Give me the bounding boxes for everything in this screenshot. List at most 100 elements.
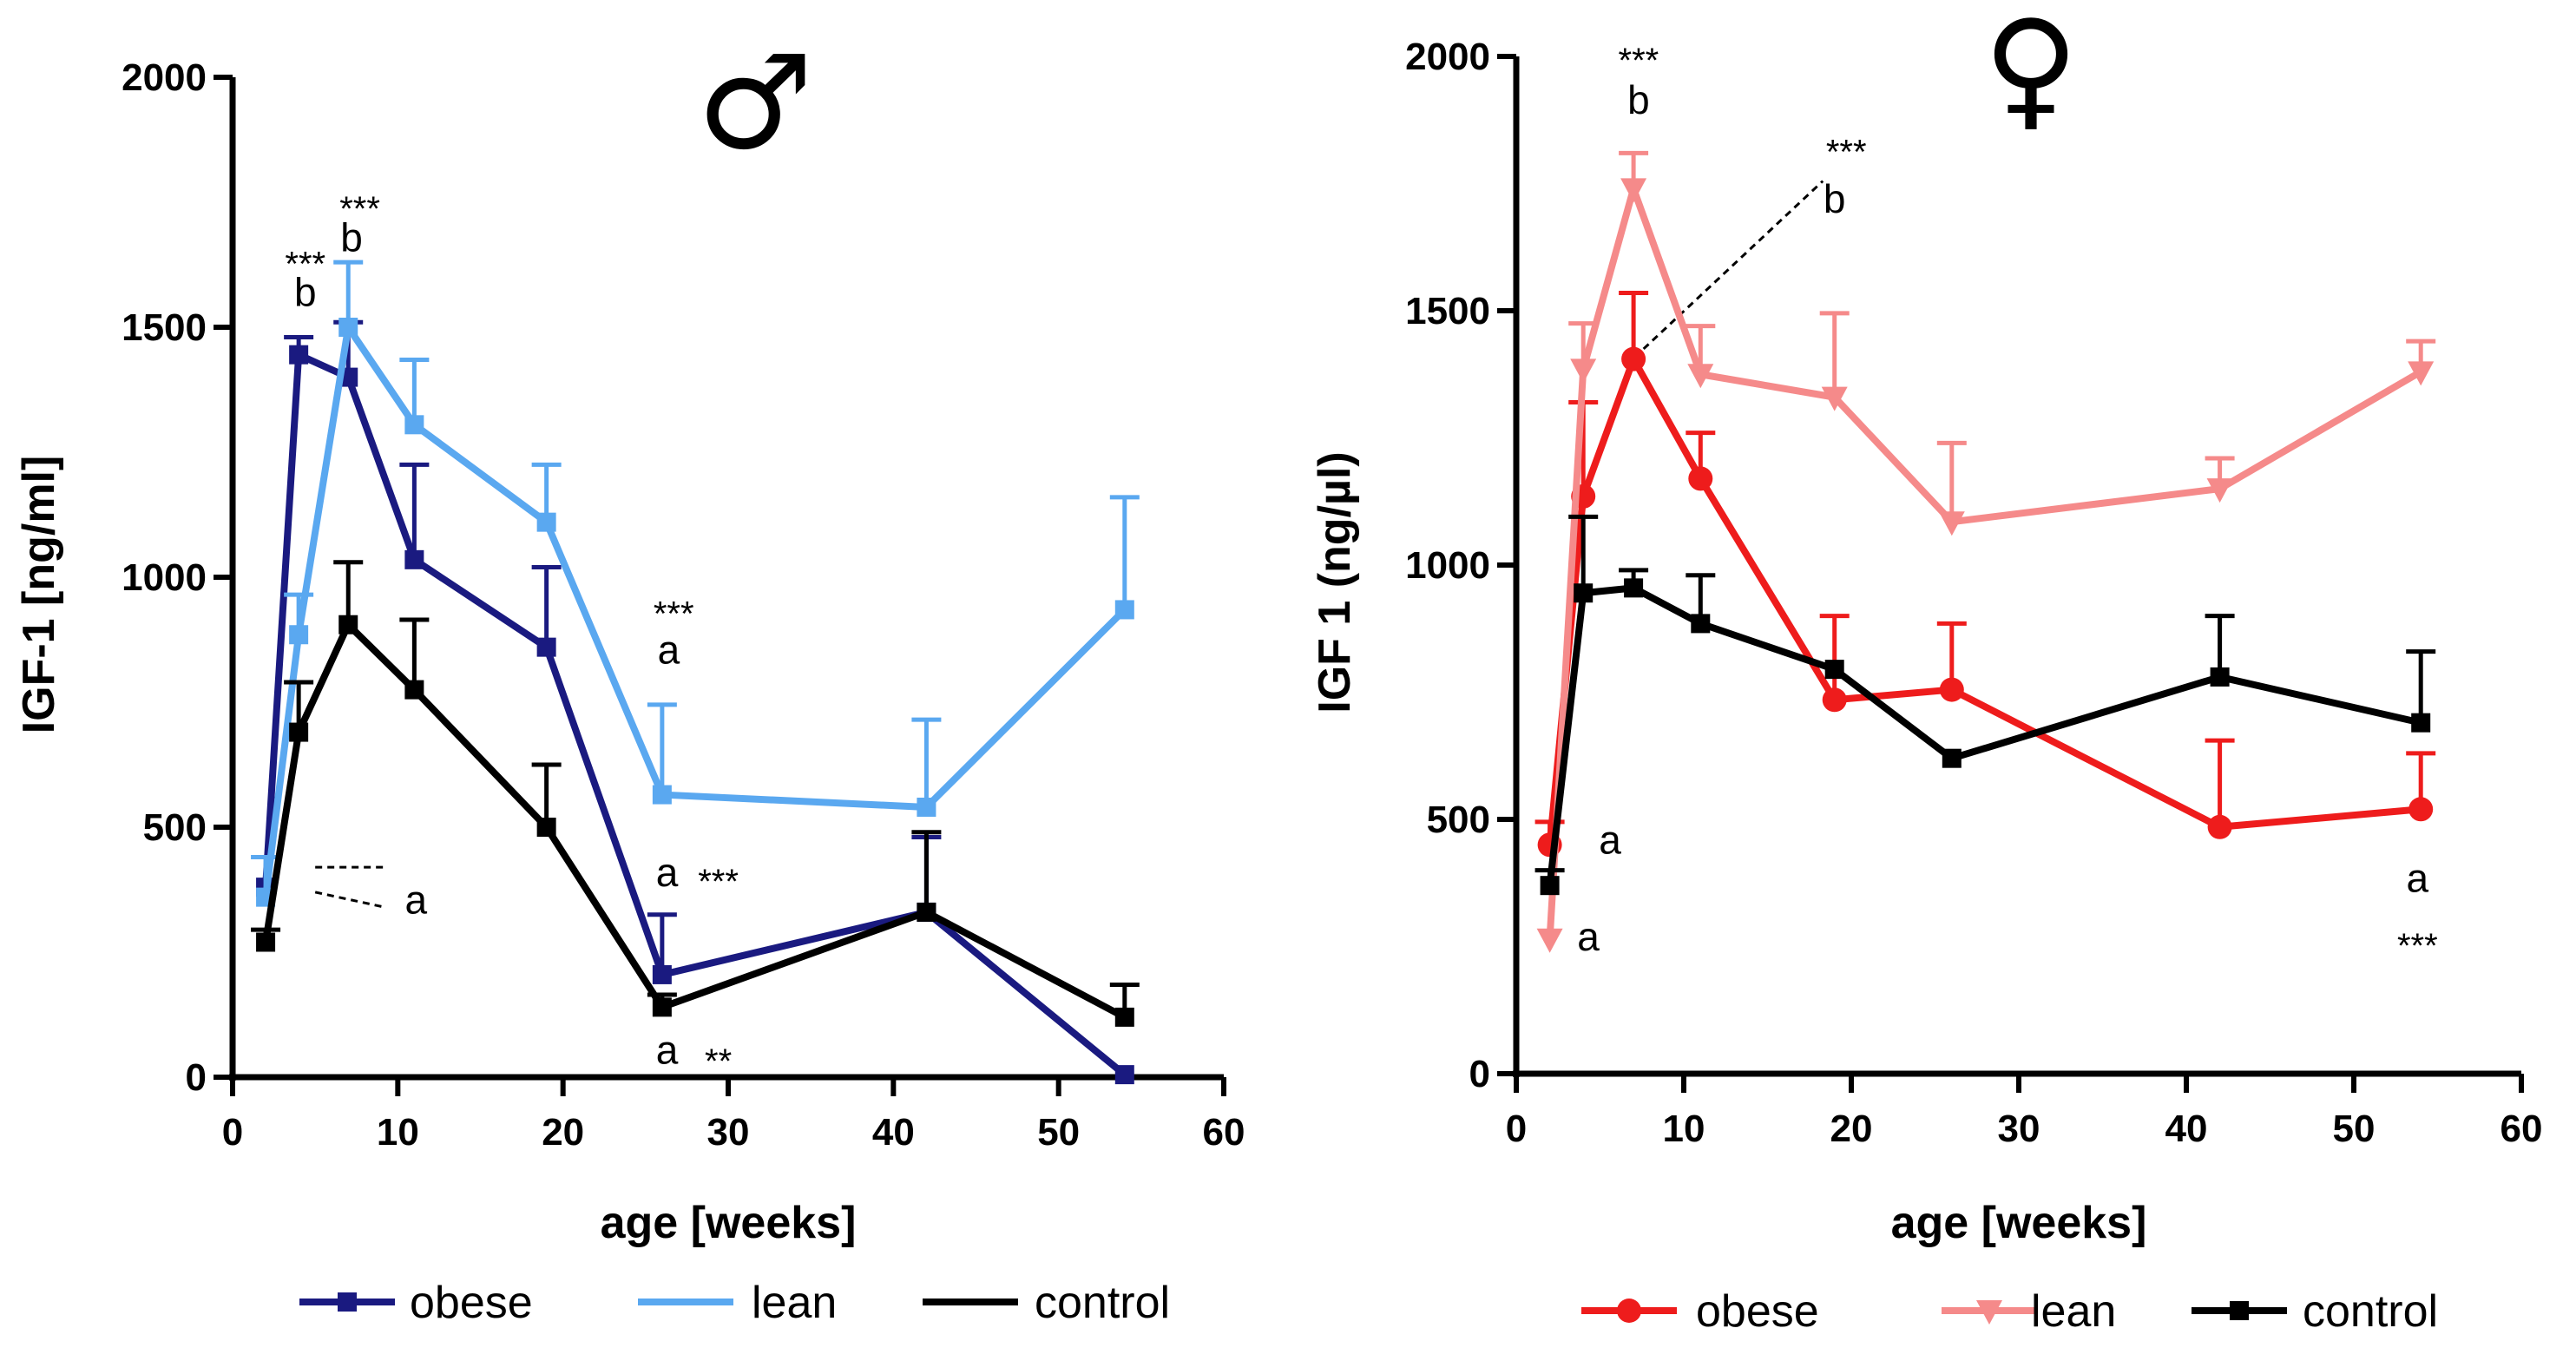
- legend-item-obese: obese: [299, 1278, 533, 1328]
- data-point: [652, 785, 672, 805]
- significance-stars: ***: [654, 595, 694, 634]
- legend-label: obese: [1696, 1286, 1819, 1337]
- data-point: [1574, 583, 1594, 603]
- female-chart-panel: 0 500 1000 1500 2000 0 10 20 30 40 50 60 age [weeks]…: [1310, 0, 2542, 1337]
- y-tick-label: 2000: [1405, 36, 1490, 78]
- data-point: [917, 797, 936, 817]
- data-point: [256, 932, 276, 952]
- annotation-dashed-line: [314, 891, 385, 909]
- x-tick-label: 30: [1998, 1108, 2040, 1150]
- y-axis-title: IGF-1 [ng/ml]: [14, 456, 64, 734]
- x-axis-title: age [weeks]: [1891, 1198, 2147, 1248]
- data-point: [536, 512, 556, 532]
- y-tick-label: 0: [1469, 1053, 1490, 1095]
- group-letter: a: [658, 628, 680, 673]
- series-control: [1534, 514, 2436, 896]
- significance-stars: ***: [339, 190, 380, 228]
- group-letter: b: [1824, 176, 1846, 221]
- significance-stars: ***: [1619, 42, 1659, 80]
- x-axis-title: age [weeks]: [601, 1198, 857, 1248]
- data-point: [338, 318, 358, 337]
- series-line: [262, 351, 1127, 1078]
- group-letter: a: [1577, 914, 1600, 959]
- y-tick-label: 500: [1427, 799, 1490, 841]
- x-tick-label: 40: [2165, 1108, 2208, 1150]
- data-point: [1939, 677, 1964, 702]
- y-tick-label: 1500: [1405, 290, 1490, 332]
- series-line: [262, 621, 1127, 1021]
- x-tick-label: 30: [707, 1111, 750, 1154]
- legend-swatch-marker: [338, 1292, 357, 1312]
- data-point: [536, 818, 556, 837]
- data-point: [1624, 578, 1644, 598]
- data-point: [1540, 876, 1560, 896]
- data-point: [652, 964, 672, 984]
- y-tick-label: 0: [186, 1056, 207, 1099]
- data-point: [1938, 511, 1965, 536]
- group-letter: b: [294, 270, 317, 315]
- data-point: [2408, 797, 2434, 822]
- group-letter: a: [2407, 855, 2429, 900]
- series-line: [262, 324, 1127, 898]
- series-line: [1546, 185, 2423, 939]
- sex-symbol: ♂: [697, 28, 813, 179]
- legend-swatch-marker: [2230, 1301, 2249, 1320]
- data-point: [1942, 748, 1962, 768]
- male-chart-panel: 0 500 1000 1500 2000 0 10 20 30 40 50 60 age [weeks]…: [14, 28, 1245, 1328]
- y-tick-label: 2000: [122, 56, 207, 99]
- significance-stars: **: [705, 1042, 732, 1081]
- legend-label: obese: [410, 1278, 533, 1328]
- significance-stars: ***: [698, 863, 739, 901]
- significance-stars: ***: [2397, 927, 2438, 965]
- data-point: [1621, 346, 1646, 371]
- data-point: [917, 902, 936, 922]
- group-letter: b: [340, 214, 363, 260]
- series-line: [1546, 584, 2422, 886]
- data-point: [1536, 928, 1563, 953]
- data-point: [1114, 1065, 1134, 1085]
- series-control: [251, 560, 1140, 1027]
- legend-label: lean: [752, 1278, 837, 1328]
- data-point: [2206, 478, 2233, 503]
- data-point: [2408, 361, 2435, 386]
- x-tick-label: 0: [1506, 1108, 1527, 1150]
- legend-item-control: control: [923, 1278, 1170, 1328]
- data-point: [289, 625, 309, 645]
- data-point: [1822, 687, 1847, 713]
- y-tick-label: 1000: [122, 556, 207, 599]
- group-letter: b: [1627, 77, 1650, 122]
- data-point: [404, 415, 424, 435]
- legend-item-control: control: [2192, 1286, 2438, 1337]
- legend-item-obese: obese: [1581, 1286, 1819, 1337]
- x-tick-label: 50: [1037, 1111, 1080, 1154]
- y-axis-title: IGF 1 (ng/µl): [1310, 451, 1360, 713]
- significance-stars: ***: [285, 245, 325, 283]
- data-point: [1114, 1007, 1134, 1027]
- data-point: [1570, 358, 1597, 384]
- data-point: [2210, 667, 2230, 687]
- y-tick-label: 500: [143, 806, 207, 849]
- data-point: [1114, 600, 1134, 620]
- data-point: [1620, 178, 1647, 203]
- group-letter: a: [404, 878, 427, 923]
- annotation-dashed-line: [1642, 180, 1824, 351]
- sex-symbol: ♀: [1983, 0, 2079, 144]
- x-tick-label: 50: [2333, 1108, 2376, 1150]
- x-tick-label: 0: [222, 1111, 243, 1154]
- group-letter: a: [656, 1027, 679, 1072]
- x-tick-label: 40: [872, 1111, 915, 1154]
- legend-item-lean: lean: [638, 1278, 837, 1328]
- data-point: [338, 615, 358, 634]
- legend-label: control: [2303, 1286, 2438, 1337]
- x-tick-label: 10: [377, 1111, 419, 1154]
- legend-item-lean: lean: [1942, 1286, 2116, 1337]
- data-point: [404, 549, 424, 569]
- series-obese: [1534, 290, 2436, 858]
- data-point: [1824, 660, 1844, 680]
- data-point: [289, 722, 309, 742]
- series-line: [1546, 355, 2422, 845]
- data-point: [652, 997, 672, 1017]
- y-tick-label: 1500: [122, 306, 207, 349]
- data-point: [536, 637, 556, 657]
